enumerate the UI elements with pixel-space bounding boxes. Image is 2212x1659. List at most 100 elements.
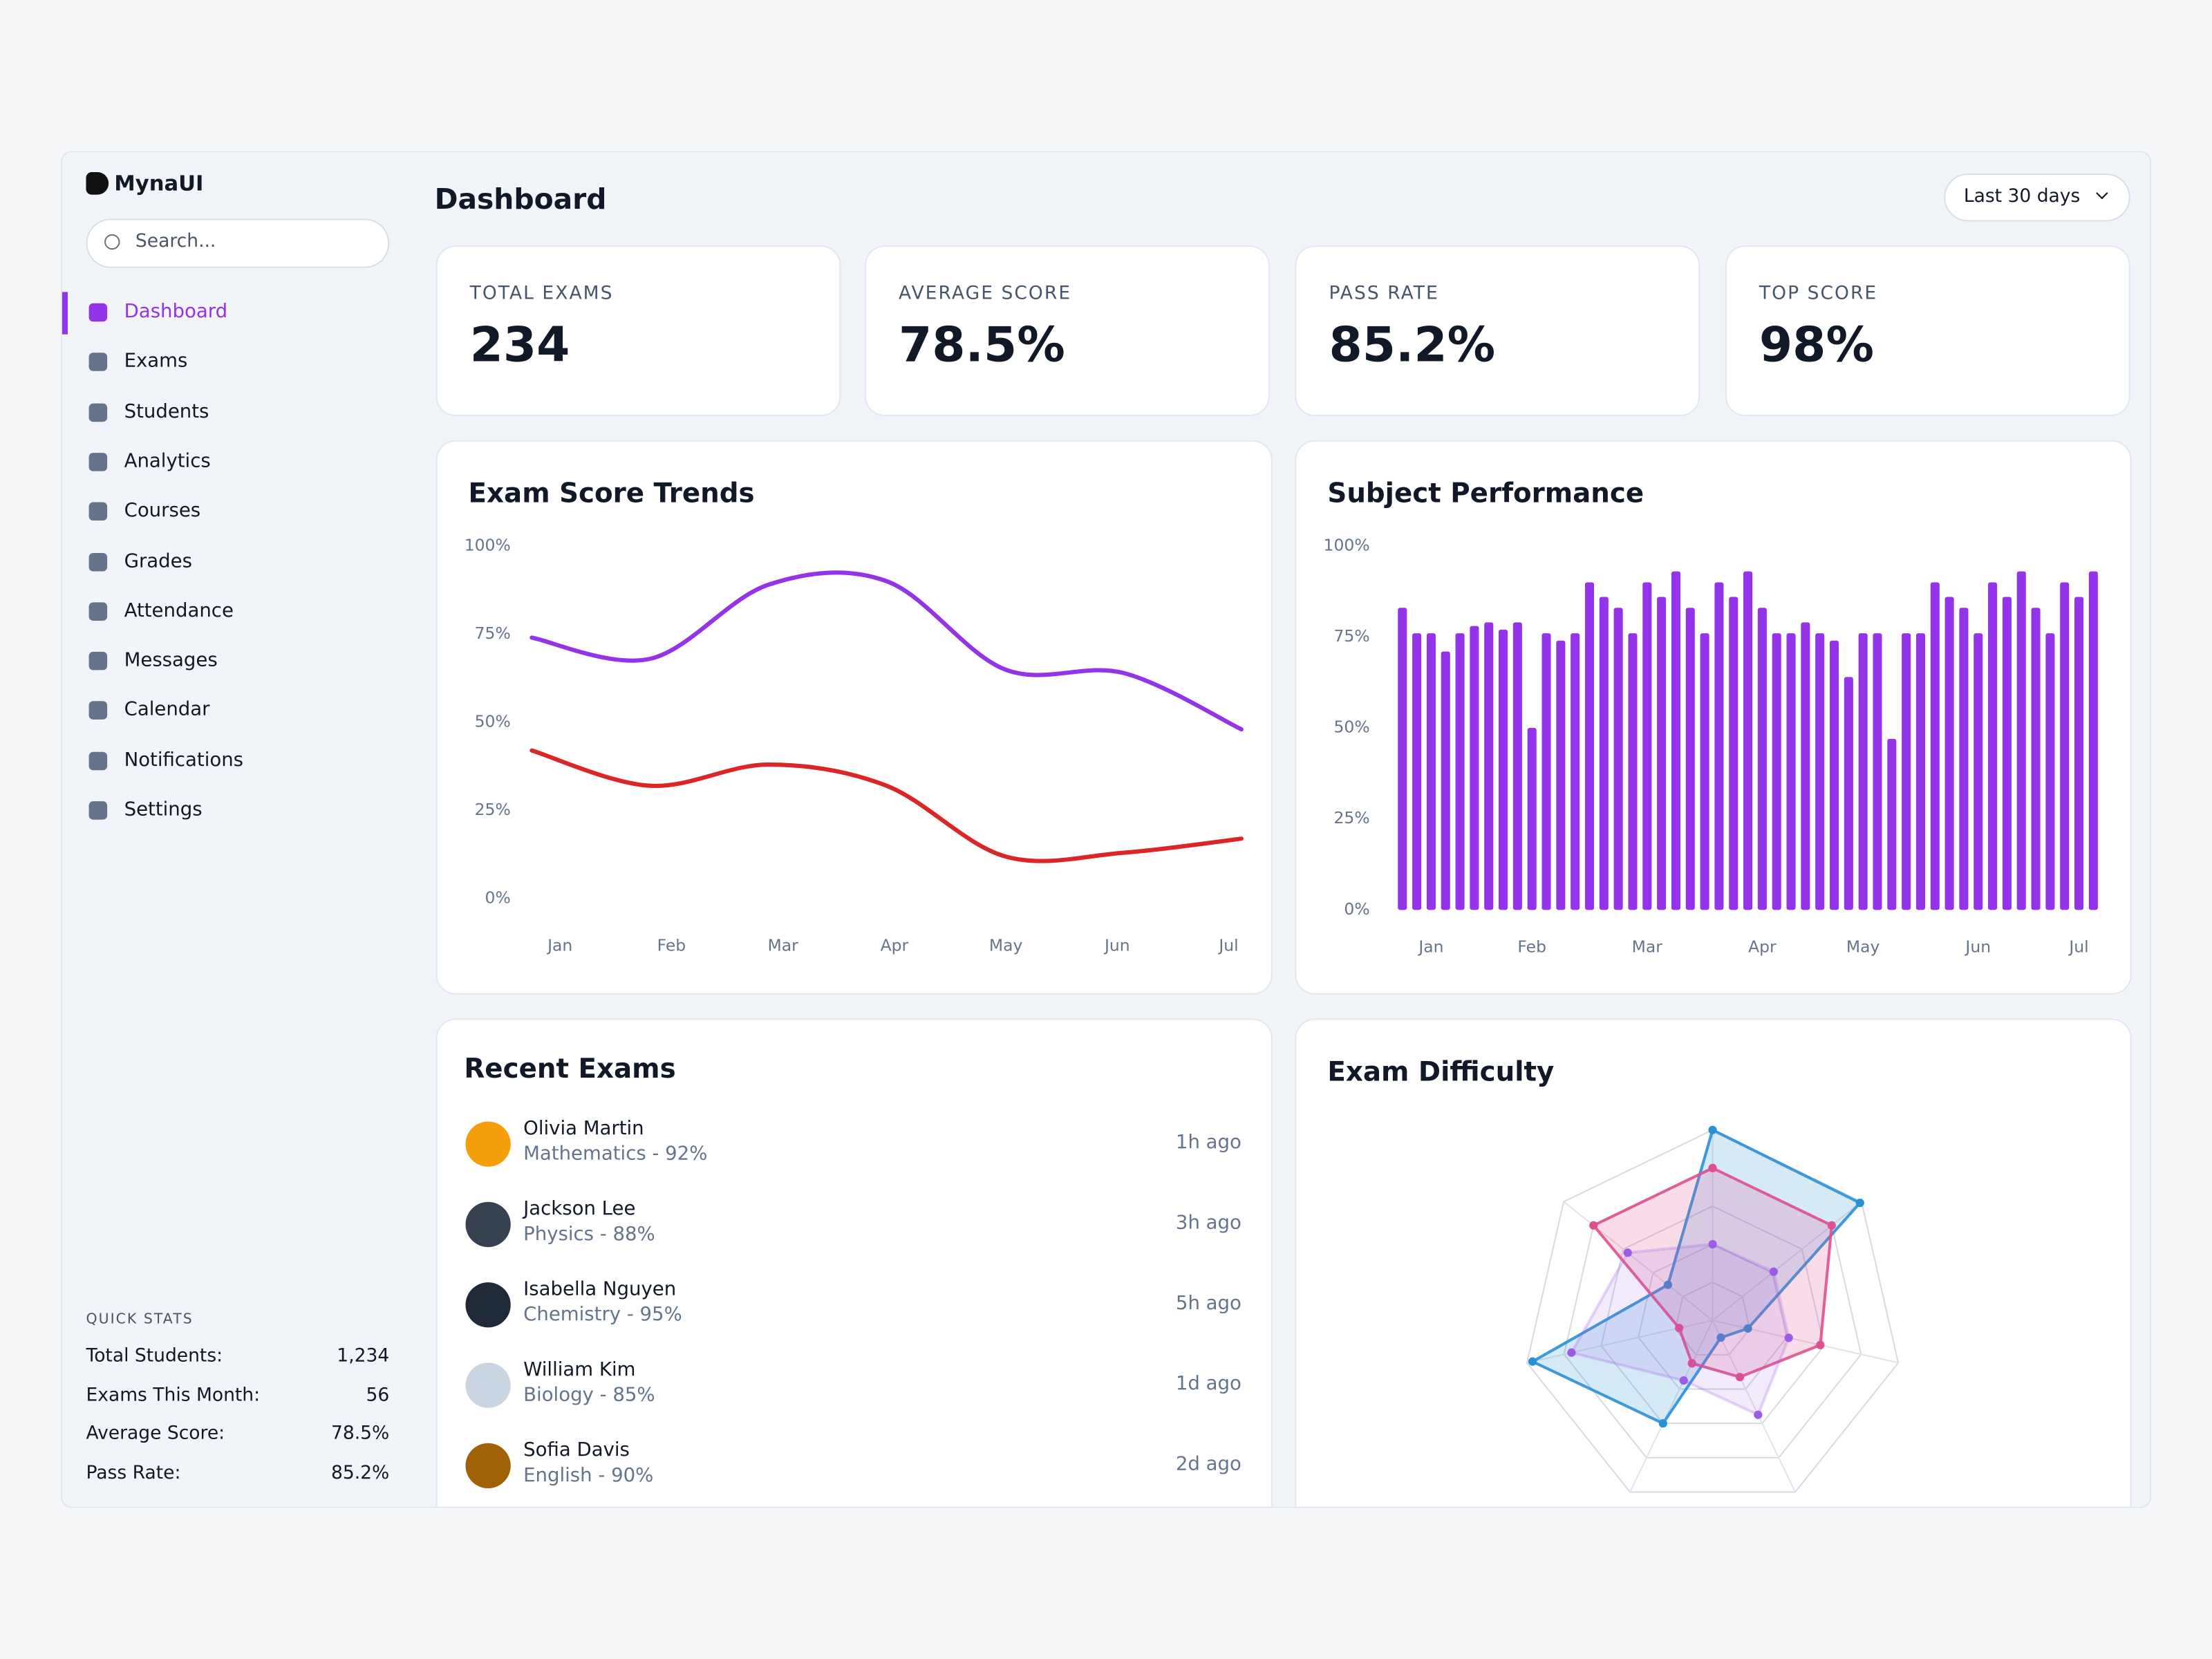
stat-value: 85.2% (1329, 317, 1496, 374)
nav-label: Analytics (124, 449, 211, 473)
bar (2045, 633, 2055, 910)
date-range-label: Last 30 days (1963, 186, 2081, 207)
avatar (465, 1121, 511, 1167)
y-tick-label: 50% (1333, 718, 1369, 737)
stat-value: 78.5% (898, 317, 1065, 374)
student-name: Sofia Davis (523, 1438, 630, 1462)
y-tick-label: 100% (465, 535, 511, 554)
line-series (529, 748, 1244, 863)
nav-label: Settings (124, 798, 203, 821)
bar (2088, 571, 2098, 910)
bar (1915, 633, 1925, 910)
stat-value: 98% (1759, 317, 1875, 374)
nav-label: Notifications (124, 749, 244, 771)
card-title: Recent Exams (464, 1053, 676, 1085)
chart-title: Exam Difficulty (1327, 1056, 1554, 1087)
bar (2031, 608, 2041, 910)
bar (1844, 677, 1853, 910)
recent-exams-card: Recent Exams Olivia Martin Mathematics - 9… (435, 1018, 1273, 1507)
bar (1527, 728, 1537, 910)
nav-label: Courses (124, 499, 201, 523)
date-range-dropdown[interactable]: Last 30 days (1944, 174, 2130, 222)
bar (1729, 597, 1738, 910)
nav-item[interactable]: Notifications (62, 739, 389, 784)
y-tick-label: 25% (1333, 808, 1369, 827)
radar-point (1716, 1333, 1725, 1342)
nav-icon (88, 502, 108, 521)
nav-item[interactable]: Messages (62, 639, 389, 684)
bar (1426, 633, 1436, 910)
student-name: William Kim (523, 1358, 636, 1381)
avatar (465, 1282, 511, 1328)
bar (1613, 608, 1623, 910)
nav-icon (88, 602, 108, 621)
nav-label: Students (124, 400, 209, 423)
y-tick-label: 75% (1333, 626, 1369, 646)
x-tick-label: Jul (1217, 936, 1238, 955)
radar-point (1708, 1163, 1717, 1172)
radar-ring (1563, 1167, 1862, 1459)
search-icon (104, 234, 120, 250)
nav-label: Exams (124, 350, 188, 373)
quick-stat-label: Exams This Month: (86, 1385, 261, 1406)
bar (1584, 582, 1595, 910)
student-name: Isabella Nguyen (523, 1277, 677, 1301)
nav-item[interactable]: Settings (62, 789, 389, 834)
bar (1499, 629, 1508, 910)
x-tick-label: Apr (881, 936, 909, 955)
nav-icon (88, 452, 108, 471)
nav-icon (88, 751, 108, 770)
nav-item[interactable]: Exams (62, 340, 389, 385)
nav-item[interactable]: Courses (62, 490, 389, 535)
nav-item[interactable]: Analytics (62, 440, 389, 485)
chart-card: Exam Difficulty (1295, 1018, 2132, 1507)
bar (1902, 633, 1911, 910)
x-tick-label: Jun (1964, 937, 1991, 957)
radar-point (1784, 1333, 1793, 1342)
chart: Exam Difficulty (1327, 1056, 1900, 1493)
bar (1944, 597, 1954, 910)
x-tick-label: Apr (1748, 937, 1777, 957)
bar (1757, 608, 1767, 910)
nav-item[interactable]: Dashboard (62, 290, 389, 335)
nav-item[interactable]: Calendar (62, 689, 389, 734)
chart-title: Subject Performance (1327, 478, 1644, 509)
chart: Exam Score Trends 0% 25% 50% 75% 100% Jan Feb Ma… (465, 478, 1244, 955)
stat-label: TOTAL EXAMS (469, 283, 614, 305)
nav-label: Attendance (124, 599, 234, 622)
radar-point (1658, 1419, 1667, 1428)
bar (1628, 633, 1638, 910)
nav-label: Dashboard (124, 300, 228, 324)
nav-item[interactable]: Students (62, 390, 389, 435)
search-box[interactable]: Search... (86, 218, 390, 268)
bar (1974, 633, 1983, 910)
bar (1685, 608, 1695, 910)
radar-axis (1563, 1201, 1714, 1322)
bar (1512, 622, 1522, 910)
y-tick-label: 75% (475, 624, 511, 643)
radar-point (1679, 1376, 1688, 1385)
bar (1858, 633, 1868, 910)
x-tick-label: Mar (768, 936, 799, 955)
bar (1541, 633, 1551, 910)
radar-area (1529, 1127, 1863, 1425)
stat-card: PASS RATE 85.2% (1295, 245, 1700, 417)
x-tick-label: Feb (1517, 937, 1546, 957)
nav-item[interactable]: Grades (62, 540, 389, 585)
exam-detail: Chemistry - 95% (523, 1303, 682, 1327)
nav-icon (88, 702, 108, 720)
nav-item[interactable]: Attendance (62, 590, 389, 635)
exam-time: 1h ago (1175, 1131, 1241, 1154)
quick-stat-value: 1,234 (337, 1345, 390, 1367)
nav-icon (88, 801, 108, 820)
nav-active-bar (62, 292, 68, 335)
x-tick-label: Jan (1417, 937, 1443, 957)
bar (1887, 738, 1897, 910)
bar (1743, 571, 1753, 910)
chart-card: Subject Performance 0% 25% 50% 75% 100% Jan Feb… (1295, 440, 2132, 995)
radar-point (1735, 1372, 1745, 1382)
brand-logo (86, 171, 109, 195)
x-tick-label: Jul (2068, 937, 2088, 957)
quick-stat-value: 78.5% (330, 1423, 390, 1445)
